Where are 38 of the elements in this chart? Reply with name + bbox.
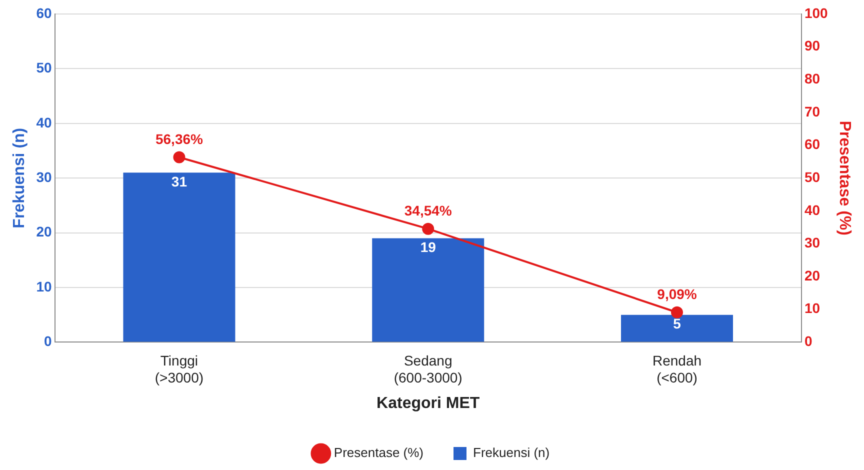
y2-tick-label: 60 — [804, 136, 820, 152]
y2-tick-label: 40 — [804, 202, 820, 218]
bar — [372, 238, 484, 342]
y-tick-label: 10 — [36, 278, 52, 294]
y-tick-label: 20 — [36, 224, 52, 240]
y-tick-label: 50 — [36, 60, 52, 76]
y2-axis-title: Presentase (%) — [836, 120, 853, 236]
y-tick-label: 60 — [36, 4, 52, 21]
point — [422, 222, 434, 235]
x-tick-label: Rendah (<600) — [652, 352, 702, 386]
y2-tick-label: 90 — [804, 38, 820, 54]
y2-tick-label: 100 — [804, 4, 828, 21]
y-tick-label: 30 — [36, 168, 52, 185]
y-tick-label: 40 — [36, 114, 52, 130]
y2-tick-label: 80 — [804, 70, 820, 86]
y2-tick-label: 10 — [804, 300, 820, 316]
data-label: 31 — [171, 173, 188, 190]
y2-tick-label: 70 — [804, 103, 820, 120]
data-label: 9,09% — [657, 286, 698, 302]
y-axis-title: Frekuensi (n) — [11, 128, 28, 228]
point — [173, 151, 186, 164]
bar — [620, 314, 733, 342]
x-tick-label: Sedang (600-3000) — [394, 352, 462, 386]
y2-tick-label: 50 — [804, 168, 820, 185]
x-tick-label: Tinggi (>3000) — [154, 352, 204, 386]
legend-label: Frekuensi (n) — [473, 445, 550, 460]
y2-tick-label: 30 — [804, 234, 820, 251]
bar — [123, 172, 236, 342]
legend-label: Presentase (%) — [334, 445, 424, 460]
x-axis-title: Kategori MET — [376, 394, 480, 412]
data-label: 56,36% — [155, 131, 204, 148]
y2-tick-label: 20 — [804, 267, 820, 284]
data-label: 34,54% — [404, 202, 452, 219]
y2-tick-label: 0 — [804, 333, 812, 350]
y-tick-label: 0 — [44, 333, 52, 350]
data-label: 19 — [420, 239, 436, 256]
data-label: 5 — [673, 316, 682, 332]
point — [670, 306, 683, 318]
